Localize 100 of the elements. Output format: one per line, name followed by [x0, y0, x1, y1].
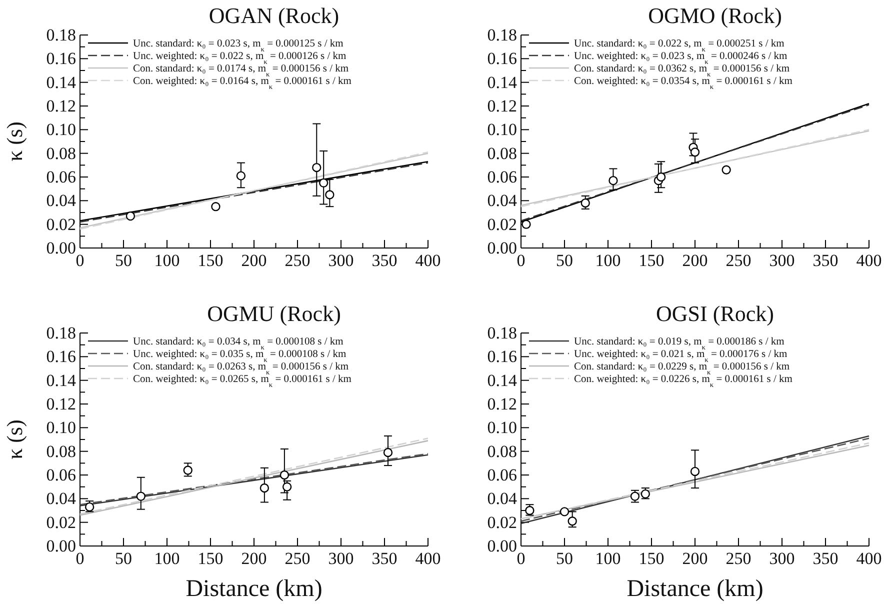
y-tick-label: 0.08 [487, 144, 517, 163]
x-tick-label: 300 [328, 549, 354, 568]
x-tick-label: 150 [638, 251, 664, 270]
y-tick-label: 0.14 [46, 370, 76, 390]
chart-title: OGSI (Rock) [656, 301, 774, 326]
chart-title: OGMO (Rock) [648, 3, 782, 28]
y-tick-label: 0.10 [487, 418, 517, 438]
y-tick-label: 0.02 [46, 214, 76, 234]
y-tick-label: 0.16 [487, 347, 517, 366]
x-tick-label: 100 [154, 549, 180, 568]
point [656, 172, 666, 182]
y-tick-label: 0.16 [46, 49, 76, 68]
point [312, 162, 322, 172]
y-tick-label: 0.10 [46, 120, 76, 140]
y-axis-title: κ (s) [2, 122, 27, 162]
point [183, 466, 192, 475]
point [325, 190, 334, 200]
y-tick-label: 0.08 [46, 442, 76, 461]
x-axis-title: Distance (km) [626, 576, 764, 602]
point [560, 507, 570, 516]
y-tick-label: 0.12 [487, 96, 517, 116]
y-tick-label: 0.18 [46, 25, 76, 44]
legend-label: Con. standard: κ₀ = 0.0174 s, m$_{κ}$ = 0.000156 s / km [133, 64, 349, 78]
x-tick-label: 200 [682, 549, 708, 568]
chart-title: OGAN (Rock) [208, 3, 340, 28]
y-tick-label: 0.00 [487, 536, 517, 556]
legend-label: Unc. standard: κ₀ = 0.019 s, m$_{κ}$ = 0.000186 s / km [574, 336, 784, 351]
x-axis-title: Distance (km) [186, 576, 322, 602]
legend-label: Con. weighted: κ₀ = 0.0226 s, m$_{κ}$ = 0.000161 s / km [574, 374, 792, 388]
chart-title: OGMU (Rock) [207, 301, 341, 326]
x-tick-label: 150 [638, 549, 664, 568]
x-tick-label: 0 [76, 251, 84, 270]
legend-label: Con. standard: κ₀ = 0.0229 s, m$_{κ}$ = 0.000156 s / km [574, 362, 790, 376]
y-tick-label: 0.00 [46, 238, 76, 258]
y-tick-label: 0.06 [46, 167, 76, 186]
x-tick-label: 300 [769, 549, 795, 568]
point [608, 176, 618, 186]
y-tick-label: 0.06 [487, 465, 517, 484]
point [690, 148, 700, 157]
point [260, 483, 270, 493]
x-tick-label: 100 [595, 251, 621, 270]
point [383, 448, 393, 458]
x-tick-label: 400 [415, 549, 441, 568]
legend-label: Con. weighted: κ₀ = 0.0265 s, m$_{κ}$ = 0.000161 s / km [133, 374, 352, 388]
y-tick-label: 0.06 [487, 167, 517, 186]
y-tick-label: 0.04 [487, 489, 518, 508]
x-tick-label: 300 [328, 251, 354, 270]
y-tick-label: 0.02 [487, 214, 517, 234]
y-tick-label: 0.00 [487, 238, 517, 258]
x-tick-label: 0 [76, 549, 84, 568]
x-tick-label: 50 [556, 251, 573, 270]
y-tick-label: 0.08 [46, 144, 76, 163]
legend-label: Unc. standard: κ₀ = 0.034 s, m$_{κ}$ = 0.000108 s / km [133, 336, 344, 351]
x-tick-label: 400 [856, 251, 882, 270]
y-tick-label: 0.16 [487, 49, 517, 68]
x-tick-label: 200 [241, 549, 267, 568]
x-tick-label: 250 [726, 251, 752, 270]
x-tick-label: 150 [198, 251, 224, 270]
y-tick-label: 0.14 [487, 72, 518, 92]
x-tick-label: 50 [115, 251, 132, 270]
y-tick-label: 0.12 [487, 394, 517, 414]
x-tick-label: 150 [198, 549, 224, 568]
legend-label: Unc. standard: κ₀ = 0.022 s, m$_{κ}$ = 0.000251 s / km [574, 38, 784, 53]
y-tick-label: 0.04 [46, 489, 76, 508]
y-tick-label: 0.04 [46, 191, 76, 210]
x-tick-label: 300 [769, 251, 795, 270]
x-tick-label: 400 [415, 251, 441, 270]
y-tick-label: 0.02 [487, 512, 517, 532]
y-tick-label: 0.14 [46, 72, 76, 92]
y-tick-label: 0.16 [46, 347, 76, 366]
x-tick-label: 0 [516, 251, 526, 270]
x-tick-label: 400 [856, 549, 882, 568]
y-tick-label: 0.10 [487, 120, 517, 140]
legend-label: Con. weighted: κ₀ = 0.0354 s, m$_{κ}$ = 0.000161 s / km [574, 76, 792, 90]
y-tick-label: 0.08 [487, 442, 517, 461]
point [630, 492, 640, 501]
y-tick-label: 0.18 [46, 323, 76, 342]
y-tick-label: 0.02 [46, 512, 76, 532]
legend-label: Unc. weighted: κ₀ = 0.021 s, m$_{κ}$ = 0.000176 s / km [574, 349, 788, 364]
y-tick-label: 0.18 [487, 323, 517, 342]
point [319, 178, 328, 188]
point [568, 516, 577, 526]
x-tick-label: 250 [284, 549, 310, 568]
y-tick-label: 0.14 [487, 370, 518, 390]
point [211, 202, 220, 212]
point [236, 171, 246, 180]
y-tick-label: 0.18 [487, 25, 517, 44]
legend-label: Unc. weighted: κ₀ = 0.035 s, m$_{κ}$ = 0.000108 s / km [133, 349, 346, 364]
point [126, 211, 136, 221]
y-tick-label: 0.00 [46, 536, 76, 556]
x-tick-label: 200 [682, 251, 708, 270]
x-tick-label: 250 [284, 251, 310, 270]
point [690, 466, 700, 476]
point [282, 482, 292, 492]
legend-label: Con. standard: κ₀ = 0.0362 s, m$_{κ}$ = 0.000156 s / km [574, 64, 790, 78]
legend-label: Con. weighted: κ₀ = 0.0164 s, m$_{κ}$ = 0.000161 s / km [133, 76, 352, 90]
x-tick-label: 100 [154, 251, 180, 270]
y-axis-title: κ (s) [2, 420, 27, 460]
x-tick-label: 0 [516, 549, 526, 568]
point [280, 470, 290, 480]
